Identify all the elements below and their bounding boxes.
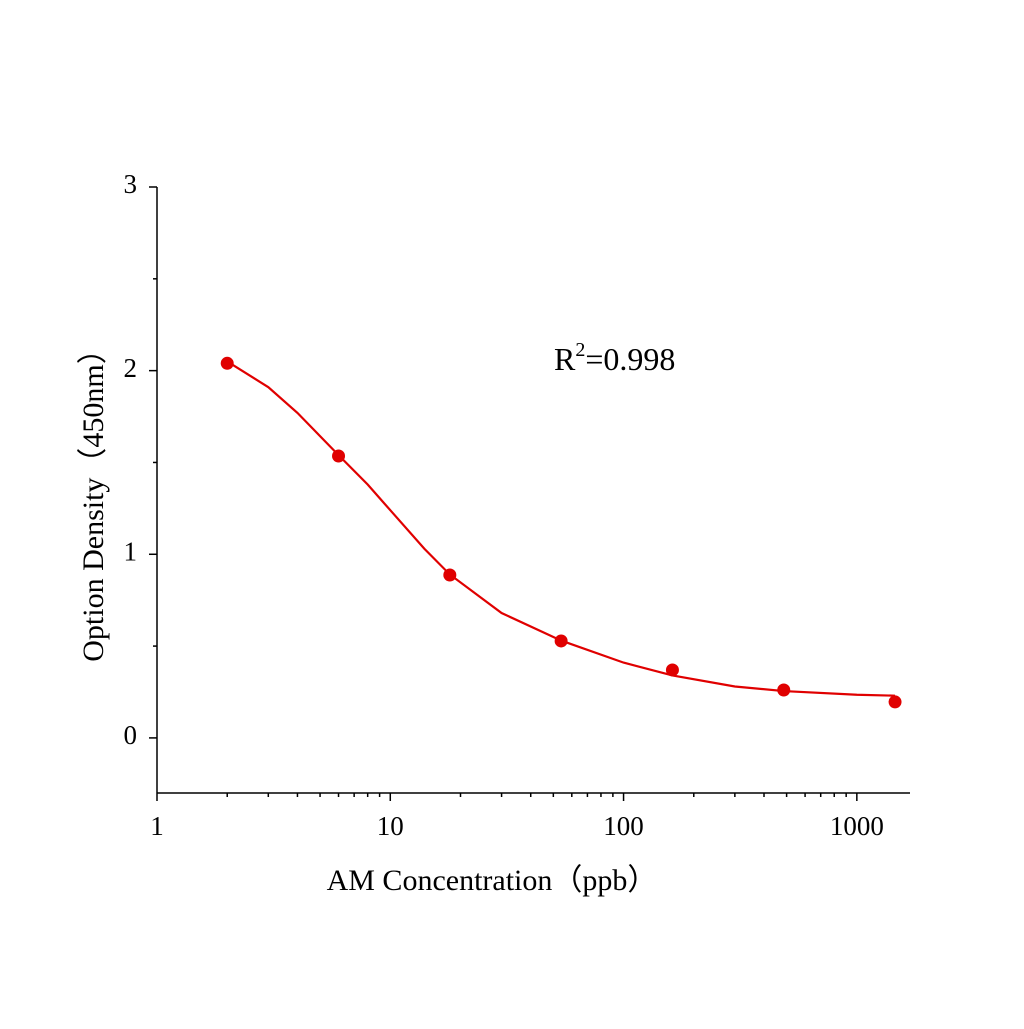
x-tick-label: 100 (603, 811, 644, 841)
y-tick-label: 1 (124, 536, 138, 566)
data-point (665, 663, 679, 677)
fit-curve (226, 360, 896, 697)
annotation-part: R (554, 341, 576, 377)
y-axis-label: Option Density（450nm） (77, 334, 110, 662)
x-tick-label: 10 (377, 811, 404, 841)
data-point (777, 683, 791, 697)
data-point (443, 568, 457, 582)
y-tick-label: 2 (124, 353, 138, 383)
x-axis-label: AM Concentration（ppb） (327, 864, 658, 897)
data-point (332, 449, 346, 463)
x-tick-label: 1 (150, 811, 164, 841)
x-tick-label: 1000 (830, 811, 884, 841)
data-point (888, 695, 902, 709)
data-point (220, 356, 234, 370)
annotation-part: =0.998 (585, 341, 675, 377)
data-point (554, 634, 568, 648)
y-tick-label: 3 (124, 169, 138, 199)
annotation-sup: 2 (575, 339, 585, 361)
y-tick-label: 0 (124, 720, 138, 750)
annotation: R2=0.998 (554, 339, 675, 378)
